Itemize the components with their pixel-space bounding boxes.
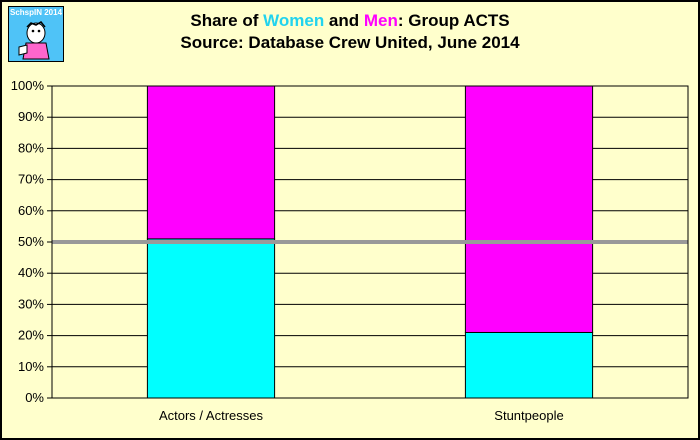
- plot-border: [51, 85, 689, 399]
- y-tick-label: 0%: [25, 390, 44, 405]
- x-category-label: Actors / Actresses: [159, 408, 264, 423]
- title-men: Men: [363, 11, 398, 30]
- cartoon-figure-icon: [18, 21, 50, 60]
- title-suffix: : Group ACTS: [397, 11, 510, 30]
- bar-segment: [464, 331, 594, 399]
- y-tick-label: 100%: [11, 78, 45, 93]
- y-tick-label: 20%: [18, 328, 44, 343]
- title-women: Women: [263, 11, 325, 30]
- y-tick-label: 60%: [18, 203, 44, 218]
- bar-segment: [146, 85, 276, 240]
- y-tick-label: 10%: [18, 359, 44, 374]
- y-tick-label: 30%: [18, 296, 44, 311]
- x-category-label: Stuntpeople: [494, 408, 563, 423]
- title-line-2: Source: Database Crew United, June 2014: [180, 33, 520, 52]
- title-line-1: Share of Women and Men: Group ACTS: [80, 10, 620, 32]
- y-tick-label: 50%: [18, 234, 44, 249]
- schspin-logo: SchspIN 2014: [8, 6, 64, 62]
- logo-text: SchspIN 2014: [9, 8, 63, 17]
- y-tick-label: 40%: [18, 265, 44, 280]
- title-and: and: [324, 11, 364, 30]
- y-tick-label: 70%: [18, 172, 44, 187]
- y-tick-label: 90%: [18, 109, 44, 124]
- title-prefix: Share of: [190, 11, 264, 30]
- y-tick-label: 80%: [18, 140, 44, 155]
- bar-segment: [146, 238, 276, 399]
- bar-segment: [464, 85, 594, 333]
- chart-title: Share of Women and Men: Group ACTS Sourc…: [80, 10, 620, 54]
